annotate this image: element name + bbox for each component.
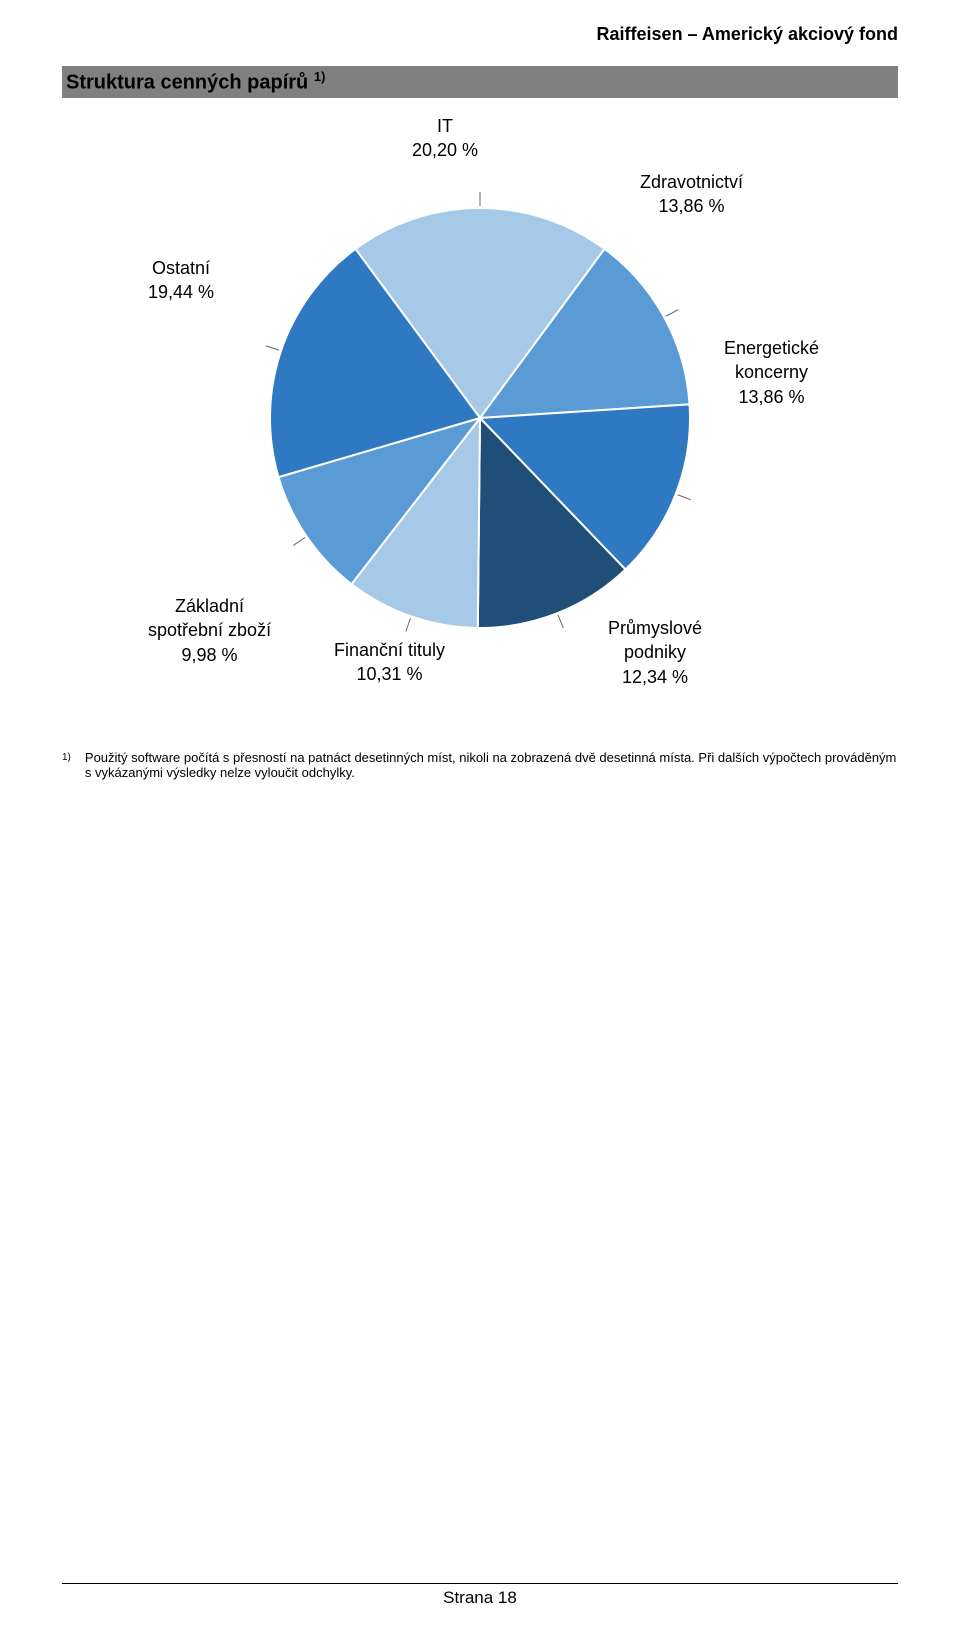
page-footer: Strana 18 (0, 1583, 960, 1608)
footnote-text: Použitý software počítá s přesností na p… (85, 750, 898, 780)
pie-label-line: IT (412, 114, 478, 138)
pie-label-consumer: Základníspotřební zboží9,98 % (148, 594, 271, 667)
footnote: 1) Použitý software počítá s přesností n… (62, 750, 898, 780)
pie-label-line: spotřební zboží (148, 618, 271, 642)
footnote-marker: 1) (62, 752, 71, 780)
pie-tick-consumer (293, 538, 305, 546)
section-title: Struktura cenných papírů 1) (66, 69, 325, 95)
pie-tick-other (266, 346, 279, 350)
pie-label-industrial: Průmyslovépodniky12,34 % (608, 616, 702, 689)
pie-tick-energy (678, 495, 691, 500)
pie-label-pct: 13,86 % (724, 385, 819, 409)
fund-name: Raiffeisen – Americký akciový fond (597, 24, 898, 44)
pie-tick-financial (406, 618, 411, 631)
pie-label-line: koncerny (724, 360, 819, 384)
pie-label-financial: Finanční tituly10,31 % (334, 638, 445, 687)
pie-tick-industrial (558, 615, 563, 628)
pie-chart-container: IT20,20 %Zdravotnictví13,86 %Energetické… (62, 108, 898, 728)
pie-label-line: Základní (148, 594, 271, 618)
pie-label-pct: 12,34 % (608, 665, 702, 689)
pie-label-energy: Energetickékoncerny13,86 % (724, 336, 819, 409)
pie-label-line: Energetické (724, 336, 819, 360)
pie-tick-health (666, 310, 678, 317)
pie-label-line: Finanční tituly (334, 638, 445, 662)
footer-line (62, 1583, 898, 1584)
pie-label-pct: 13,86 % (640, 194, 743, 218)
section-title-bar: Struktura cenných papírů 1) (62, 66, 898, 98)
section-title-sup: 1) (314, 69, 326, 84)
page-number: Strana 18 (443, 1588, 517, 1607)
pie-label-pct: 19,44 % (148, 280, 214, 304)
pie-label-it: IT20,20 % (412, 114, 478, 163)
pie-label-other: Ostatní19,44 % (148, 256, 214, 305)
pie-label-line: Průmyslové (608, 616, 702, 640)
pie-label-line: podniky (608, 640, 702, 664)
page-header: Raiffeisen – Americký akciový fond (597, 24, 898, 45)
pie-label-line: Zdravotnictví (640, 170, 743, 194)
pie-label-pct: 20,20 % (412, 138, 478, 162)
pie-label-health: Zdravotnictví13,86 % (640, 170, 743, 219)
pie-label-pct: 10,31 % (334, 662, 445, 686)
pie-label-line: Ostatní (148, 256, 214, 280)
pie-label-pct: 9,98 % (148, 643, 271, 667)
section-title-text: Struktura cenných papírů (66, 72, 314, 94)
